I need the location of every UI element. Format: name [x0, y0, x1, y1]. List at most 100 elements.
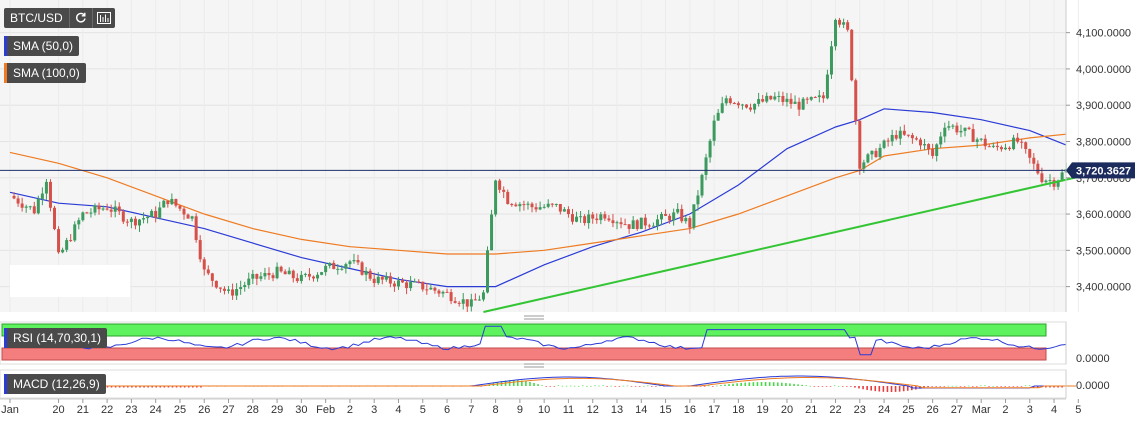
macd-histogram-bar — [716, 385, 718, 387]
candle-body — [328, 262, 332, 266]
candle-body — [453, 301, 457, 303]
candle-body — [198, 240, 202, 260]
candle-body — [842, 22, 846, 25]
macd-histogram-bar — [622, 385, 625, 387]
candle-body — [955, 125, 959, 133]
candle-body — [413, 281, 417, 283]
candle-body — [781, 96, 785, 102]
macd-histogram-bar — [614, 386, 617, 387]
price-tick-label: 3,600.0000 — [1076, 209, 1131, 221]
macd-histogram-bar — [817, 386, 820, 387]
candle-body — [854, 80, 858, 121]
candle-body — [502, 189, 506, 192]
candle-body — [761, 99, 765, 102]
candle-body — [947, 126, 951, 128]
candle-body — [1040, 173, 1044, 183]
macd-histogram-bar — [533, 382, 535, 386]
macd-histogram-bar — [573, 385, 576, 387]
candle-body — [801, 98, 805, 110]
candle-body — [85, 212, 89, 214]
macd-indicator-label[interactable]: MACD (12,26,9) — [4, 374, 106, 394]
candle-body — [611, 220, 615, 224]
macd-histogram-bar — [793, 383, 795, 386]
candle-body — [927, 144, 931, 150]
price-tick-label: 3,500.0000 — [1076, 245, 1131, 257]
candle-body — [623, 224, 627, 226]
candle-body — [789, 98, 793, 104]
candle-body — [283, 271, 287, 275]
candle-body — [720, 103, 724, 113]
candle-body — [129, 218, 133, 222]
candle-body — [1003, 147, 1007, 150]
macd-histogram-bar — [821, 386, 824, 387]
candle-body — [259, 276, 263, 279]
price-tick-label: 3,900.0000 — [1076, 100, 1131, 112]
candle-body — [97, 205, 101, 210]
candle-body — [121, 211, 125, 222]
refresh-icon[interactable] — [68, 8, 92, 28]
candle-body — [307, 273, 311, 277]
time-tick-label: 9 — [517, 404, 523, 416]
candle-body — [1044, 180, 1048, 183]
macd-histogram-bar — [776, 382, 779, 386]
candle-body — [40, 193, 44, 199]
candle-body — [579, 216, 583, 218]
rsi-indicator-label[interactable]: RSI (14,70,30,1) — [4, 328, 108, 348]
candle-body — [886, 140, 890, 142]
candle-body — [429, 287, 433, 290]
candle-body — [150, 210, 154, 217]
time-tick-label: 14 — [635, 404, 647, 416]
macd-histogram-bar — [947, 385, 950, 387]
price-plot-bg — [0, 0, 1066, 312]
candle-body — [53, 207, 57, 230]
macd-histogram-bar — [1020, 386, 1023, 387]
macd-histogram-bar — [813, 386, 816, 387]
candle-body — [862, 162, 866, 169]
macd-histogram-bar — [1000, 386, 1002, 387]
macd-tick-label: 0.0000 — [1076, 380, 1110, 392]
macd-histogram-bar — [963, 386, 966, 387]
macd-histogram-bar — [943, 386, 946, 387]
candle-body — [931, 149, 935, 156]
candle-body — [473, 299, 477, 301]
bar-chart-icon[interactable] — [91, 8, 115, 28]
time-tick-label: 23 — [125, 404, 137, 416]
macd-histogram-bar — [870, 386, 872, 391]
time-tick-label: 26 — [927, 404, 939, 416]
rsi-overbought-zone — [1, 323, 1047, 337]
rsi-oversold-zone — [1, 347, 1047, 361]
macd-histogram-bar — [988, 386, 990, 387]
candle-body — [550, 203, 554, 205]
candle-body — [1060, 172, 1064, 181]
candle-body — [405, 282, 409, 289]
time-tick-label: 24 — [150, 404, 162, 416]
candle-body — [562, 209, 566, 212]
symbol-selector[interactable]: BTC/USD — [4, 8, 115, 28]
candle-body — [396, 280, 400, 287]
indicator-sma50[interactable]: SMA (50,0) — [4, 36, 80, 56]
macd-panel: 0.0000 — [0, 369, 1110, 399]
price-tag — [1066, 162, 1135, 179]
macd-histogram-bar — [642, 385, 645, 387]
candle-body — [372, 278, 376, 284]
macd-histogram-bar — [951, 385, 954, 387]
candle-body — [793, 101, 797, 104]
indicator-sma100[interactable]: SMA (100,0) — [4, 63, 86, 83]
candle-body — [923, 144, 927, 146]
macd-histogram-bar — [846, 386, 848, 387]
candle-body — [724, 98, 728, 104]
candle-body — [898, 130, 902, 139]
candle-body — [838, 19, 842, 25]
candle-body — [392, 283, 396, 287]
macd-histogram-bar — [516, 380, 519, 386]
candle-body — [336, 268, 340, 270]
time-tick-label: 27 — [222, 404, 234, 416]
time-tick-label: Feb — [316, 404, 335, 416]
macd-bg — [0, 369, 1067, 399]
macd-histogram-bar — [192, 386, 194, 388]
candle-body — [809, 97, 813, 100]
candle-body — [797, 101, 801, 110]
candle-body — [910, 135, 914, 139]
candle-body — [20, 203, 24, 208]
candle-body — [364, 270, 368, 275]
